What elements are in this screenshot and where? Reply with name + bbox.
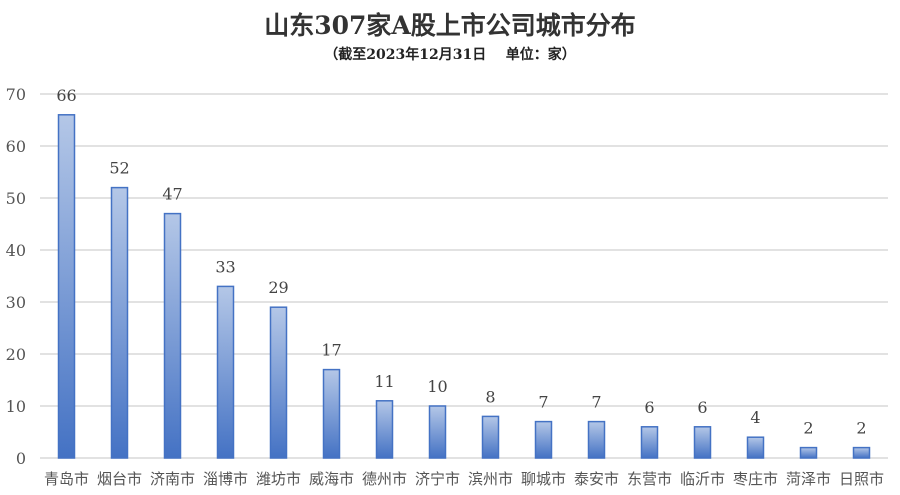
bar [428, 405, 447, 459]
bar [216, 285, 235, 459]
bar [110, 186, 129, 459]
y-tick-label: 60 [6, 137, 26, 156]
y-tick-label: 0 [16, 449, 26, 468]
data-label: 10 [427, 377, 447, 396]
data-label: 6 [697, 398, 707, 417]
data-label: 7 [538, 393, 548, 412]
x-tick-label: 青岛市 [44, 470, 89, 488]
x-tick-label: 菏泽市 [786, 470, 831, 488]
bar [534, 420, 553, 459]
bar [693, 426, 712, 459]
x-tick-label: 日照市 [839, 470, 884, 488]
x-tick-label: 德州市 [362, 470, 407, 488]
y-tick-label: 70 [6, 85, 26, 104]
x-tick-label: 临沂市 [680, 470, 725, 488]
data-label: 11 [374, 372, 394, 391]
bar [163, 212, 182, 459]
bar [375, 400, 394, 459]
bar [852, 446, 871, 459]
y-tick-label: 30 [6, 293, 26, 312]
y-tick-label: 10 [6, 397, 26, 416]
x-tick-label: 滨州市 [468, 470, 513, 488]
data-label: 2 [856, 419, 866, 438]
y-tick-label: 20 [6, 345, 26, 364]
x-tick-label: 东营市 [627, 470, 672, 488]
y-tick-label: 50 [6, 189, 26, 208]
x-tick-label: 潍坊市 [256, 470, 301, 488]
data-label: 47 [162, 185, 182, 204]
bar [57, 114, 76, 459]
bar [322, 368, 341, 459]
data-label: 29 [268, 278, 288, 297]
bar [799, 446, 818, 459]
x-tick-label: 威海市 [309, 470, 354, 488]
data-label: 6 [644, 398, 654, 417]
x-tick-label: 聊城市 [521, 470, 566, 488]
x-tick-label: 泰安市 [574, 470, 619, 488]
data-label: 7 [591, 393, 601, 412]
bar [481, 415, 500, 459]
data-label: 33 [215, 257, 235, 276]
bar [269, 306, 288, 459]
y-tick-label: 40 [6, 241, 26, 260]
bar [640, 426, 659, 459]
chart-title: 山东307家A股上市公司城市分布 [264, 11, 636, 40]
x-tick-label: 烟台市 [97, 470, 142, 488]
data-label: 52 [109, 159, 129, 178]
data-label: 2 [803, 419, 813, 438]
bar [587, 420, 606, 459]
x-tick-label: 枣庄市 [733, 470, 778, 488]
data-label: 66 [56, 86, 76, 105]
x-tick-label: 济宁市 [415, 470, 460, 488]
chart-subtitle: （截至2023年12月31日 单位：家） [324, 47, 576, 63]
data-label: 4 [750, 408, 760, 427]
x-tick-label: 淄博市 [203, 470, 248, 488]
bar [746, 436, 765, 459]
data-label: 17 [321, 341, 341, 360]
data-label: 8 [485, 387, 495, 406]
x-tick-label: 济南市 [150, 470, 195, 488]
